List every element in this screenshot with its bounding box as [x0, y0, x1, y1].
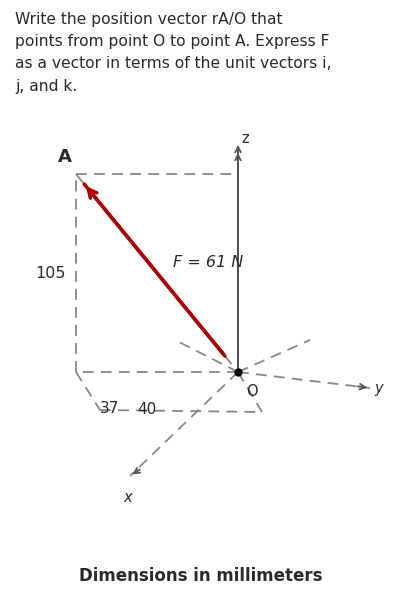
Text: x: x — [124, 490, 132, 505]
Text: 105: 105 — [35, 266, 66, 281]
Text: Write the position vector rA/O that
points from point O to point A. Express F
as: Write the position vector rA/O that poin… — [15, 12, 332, 94]
Text: z: z — [241, 131, 249, 146]
Text: O: O — [246, 384, 258, 399]
Text: F = 61 N: F = 61 N — [172, 255, 243, 269]
Text: Dimensions in millimeters: Dimensions in millimeters — [79, 567, 323, 585]
Text: 40: 40 — [137, 402, 157, 417]
Text: 37: 37 — [100, 401, 119, 416]
Text: y: y — [374, 382, 382, 397]
Text: A: A — [58, 148, 72, 166]
